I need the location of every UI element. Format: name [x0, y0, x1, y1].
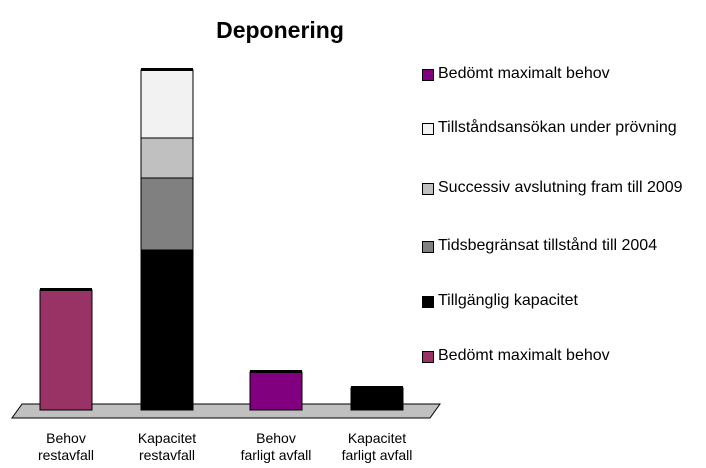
- legend-item: Bedömt maximalt behov: [422, 63, 704, 85]
- bar-cap: [141, 68, 193, 71]
- x-tick-label: Behov farligt avfall: [241, 430, 312, 463]
- legend-item: Tidsbegränsat tillstånd till 2004: [422, 235, 704, 257]
- legend-swatch: [422, 183, 434, 195]
- bar-segment: [249, 371, 303, 411]
- legend-label: Tillståndsansökan under prövning: [438, 119, 677, 136]
- x-tick-label: Behov restavfall: [38, 430, 94, 463]
- legend-item: Tillståndsansökan under prövning: [422, 117, 704, 139]
- legend-label: Bedömt maximalt behov: [438, 65, 610, 82]
- legend-item: Tillgänglig kapacitet: [422, 290, 704, 312]
- legend-swatch: [422, 69, 434, 81]
- legend-swatch: [422, 351, 434, 363]
- legend-swatch: [422, 241, 434, 253]
- chart-title: Deponering: [216, 17, 344, 43]
- bar-segment: [140, 69, 194, 139]
- legend-label: Successiv avslutning fram till 2009: [438, 179, 683, 196]
- bar-cap: [250, 370, 302, 373]
- bar-cap: [40, 288, 92, 291]
- bar-segment: [140, 177, 194, 251]
- legend-swatch: [422, 123, 434, 135]
- bar-segment: [350, 387, 404, 411]
- legend-item: Successiv avslutning fram till 2009: [422, 177, 704, 199]
- legend-label: Tillgänglig kapacitet: [438, 292, 578, 309]
- bar-segment: [140, 249, 194, 411]
- x-tick-label: Kapacitet farligt avfall: [342, 430, 413, 463]
- bar-segment: [140, 137, 194, 179]
- legend-swatch: [422, 296, 434, 308]
- legend-label: Bedömt maximalt behov: [438, 347, 610, 364]
- legend-label: Tidsbegränsat tillstånd till 2004: [438, 237, 658, 254]
- x-tick-label: Kapacitet restavfall: [138, 430, 196, 463]
- legend-item: Bedömt maximalt behov: [422, 345, 704, 367]
- bar-segment: [39, 289, 93, 411]
- bar-cap: [351, 386, 403, 389]
